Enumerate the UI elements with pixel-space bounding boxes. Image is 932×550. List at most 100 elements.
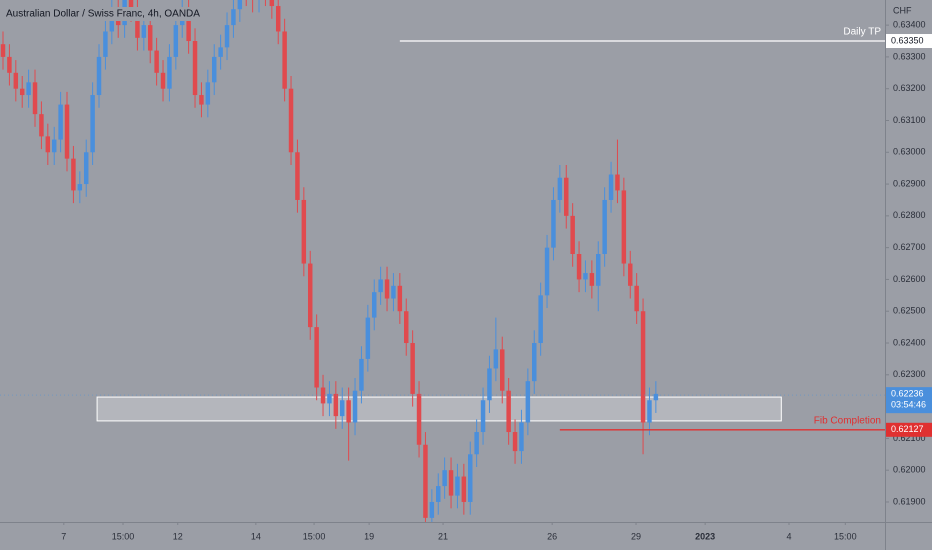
chart-title: Australian Dollar / Swiss Franc, 4h, OAN… <box>6 9 200 20</box>
candle-body <box>77 184 83 191</box>
candle-body <box>570 215 575 255</box>
y-tick-label: 0.62700 <box>893 242 926 252</box>
candle-body <box>461 476 467 502</box>
candle-body <box>429 501 435 518</box>
x-tick-label: 15:00 <box>112 531 135 541</box>
candle-body <box>500 349 505 391</box>
candle-body <box>192 41 198 96</box>
candle-body <box>365 317 371 359</box>
candle-body <box>608 174 614 200</box>
x-tick-label: 7 <box>61 531 66 541</box>
candle-body <box>314 327 319 388</box>
candle-body <box>557 177 563 200</box>
candle-body <box>474 432 479 455</box>
candle-body <box>564 177 569 216</box>
candle-body <box>13 72 19 89</box>
candle-body <box>602 199 607 255</box>
candle-body <box>211 56 217 83</box>
y-tick-label: 0.62600 <box>893 274 926 284</box>
candle-body <box>640 311 646 423</box>
candle-body <box>333 393 339 417</box>
candle-body <box>173 25 179 57</box>
y-tick-label: 0.62900 <box>893 178 926 188</box>
candle-body <box>525 381 531 423</box>
candle-body <box>544 247 550 296</box>
x-tick-label: 29 <box>631 531 641 541</box>
candle-body <box>634 285 639 312</box>
y-tick-label: 0.63300 <box>893 51 926 61</box>
candle-body <box>436 486 441 502</box>
level-price-box <box>886 34 932 49</box>
candle-body <box>359 358 364 391</box>
candle-body <box>64 104 70 159</box>
candle-body <box>282 31 287 89</box>
candle-body <box>653 393 659 401</box>
y-tick-label: 0.62400 <box>893 337 926 347</box>
candle-body <box>320 387 326 404</box>
candle-body <box>0 44 6 57</box>
currency-backdrop <box>886 4 932 18</box>
candle-body <box>371 292 377 318</box>
candle-body <box>596 254 601 286</box>
candle-body <box>269 0 275 7</box>
candle-body <box>19 88 25 96</box>
candle-body <box>301 199 307 264</box>
x-tick-label: 26 <box>547 531 557 541</box>
y-tick-label: 0.63200 <box>893 83 926 93</box>
candle-body <box>141 25 147 38</box>
candle-body <box>83 152 89 185</box>
candle-body <box>384 279 390 299</box>
currency-label: CHF <box>893 5 912 15</box>
level-price-box <box>886 422 932 437</box>
candle-body <box>404 311 409 344</box>
y-tick-label: 0.63000 <box>893 147 926 157</box>
candle-body <box>378 279 383 293</box>
candle-body <box>455 476 460 496</box>
candle-body <box>352 390 358 423</box>
candle-body <box>487 368 492 401</box>
candle-body <box>647 400 652 423</box>
candle-body <box>442 470 447 487</box>
level-price-label: 0.62127 <box>891 424 924 434</box>
y-tick-label: 0.63100 <box>893 115 926 125</box>
candle-body <box>7 56 12 73</box>
candle-body <box>397 285 403 312</box>
candle-body <box>90 95 95 153</box>
y-tick-label: 0.62300 <box>893 369 926 379</box>
candle-body <box>615 174 620 191</box>
plot-area <box>0 0 885 522</box>
y-tick-label: 0.62500 <box>893 306 926 316</box>
candle-body <box>237 0 243 10</box>
candle-body <box>103 31 108 57</box>
candle-body <box>205 82 211 105</box>
x-tick-label: 4 <box>786 531 791 541</box>
title-backdrop <box>4 7 202 21</box>
x-tick-label: 21 <box>438 531 448 541</box>
candle-body <box>519 422 524 452</box>
y-tick-label: 0.62000 <box>893 465 926 475</box>
candle-body <box>231 9 236 26</box>
candle-body <box>199 95 204 105</box>
candle-body <box>26 82 31 96</box>
candle-body <box>416 393 422 445</box>
x-tick-label: 2023 <box>695 531 715 541</box>
candle-body <box>538 295 543 344</box>
x-tick-label: 15:00 <box>834 531 857 541</box>
support-zone <box>96 396 782 422</box>
candle-body <box>448 470 454 496</box>
candle-body <box>576 254 582 280</box>
candle-body <box>307 263 313 328</box>
candle-body <box>621 190 627 264</box>
y-tick-label: 0.62800 <box>893 210 926 220</box>
candle-body <box>327 393 332 404</box>
candle-body <box>288 88 294 153</box>
candle-body <box>410 343 415 394</box>
candle-body <box>275 6 281 32</box>
candle-body <box>583 273 588 280</box>
level-name: Fib Completion <box>814 415 881 426</box>
candle-body <box>480 400 486 433</box>
last-price-box <box>886 387 932 414</box>
candle-body <box>186 9 191 42</box>
bar-countdown: 03:54:46 <box>891 400 926 410</box>
